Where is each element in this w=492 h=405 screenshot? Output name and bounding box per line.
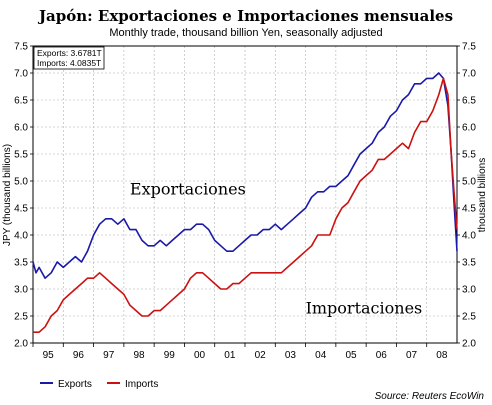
value-box-exports: Exports: 3.6781T	[37, 48, 102, 58]
value-box-frame	[33, 46, 105, 70]
y-tick-label-left: 7.0	[14, 69, 28, 80]
series-line-imports	[33, 77, 458, 333]
legend-label-exports: Exports	[58, 379, 92, 390]
x-tick-label: 00	[194, 350, 206, 361]
grid	[33, 45, 457, 344]
x-tick-label: 02	[255, 350, 267, 361]
chart-title: Japón: Exportaciones e Importaciones men…	[37, 7, 453, 25]
x-tick-label: 95	[43, 350, 55, 361]
annotations: Exportaciones Importaciones	[130, 180, 422, 318]
y-tick-label-left: 5.5	[14, 150, 28, 161]
x-tick-label: 08	[436, 350, 448, 361]
x-tick-label: 96	[73, 350, 85, 361]
y-tick-label-right: 3.5	[462, 258, 476, 269]
annotation-exportaciones: Exportaciones	[130, 180, 246, 199]
y-tick-label-right: 7.0	[462, 69, 476, 80]
y-tick-label-left: 2.0	[14, 339, 28, 350]
x-tick-label: 03	[285, 350, 297, 361]
series-line-exports	[32, 72, 458, 279]
x-tick-label: 98	[133, 350, 145, 361]
y-tick-label-left: 6.0	[14, 123, 28, 134]
y-tick-label-left: 4.5	[14, 204, 28, 215]
value-box-imports: Imports: 4.0835T	[37, 58, 101, 68]
y-tick-label-left: 5.0	[14, 177, 28, 188]
y-axis-right: 2.0 2.5 3.0 3.5 4.0 4.5 5.0 5.5 6.0 6.5 7.0 7.5	[457, 42, 476, 350]
y-tick-label-left: 3.0	[14, 285, 28, 296]
y-axis-left-title: JPY (thousand billions)	[2, 144, 13, 246]
y-tick-label-left: 4.0	[14, 231, 28, 242]
x-axis: 95 96 97 98 99 00 01 02 03 04 05 06 07 08	[32, 343, 448, 361]
y-tick-label-right: 4.5	[462, 204, 476, 215]
y-tick-label-right: 2.5	[462, 312, 476, 323]
chart-subtitle: Monthly trade, thousand billion Yen, sea…	[109, 27, 382, 39]
x-tick-label: 06	[376, 350, 388, 361]
y-tick-label-right: 6.0	[462, 123, 476, 134]
y-tick-label-right: 5.0	[462, 177, 476, 188]
x-tick-label: 99	[164, 350, 176, 361]
value-box: Exports: 3.6781T Imports: 4.0835T	[33, 46, 105, 70]
y-axis-right-title: thousand billions	[477, 158, 488, 233]
legend: Exports Imports	[40, 379, 158, 390]
y-tick-label-right: 2.0	[462, 339, 476, 350]
series-lines	[32, 72, 458, 333]
y-tick-label-right: 7.5	[462, 42, 476, 53]
y-tick-label-right: 3.0	[462, 285, 476, 296]
y-tick-label-right: 6.5	[462, 96, 476, 107]
legend-label-imports: Imports	[125, 379, 158, 390]
source-note: Source: Reuters EcoWin	[375, 391, 485, 402]
annotation-importaciones: Importaciones	[306, 298, 423, 317]
x-tick-label: 97	[103, 350, 115, 361]
y-tick-label-right: 4.0	[462, 231, 476, 242]
x-tick-label: 07	[406, 350, 418, 361]
y-tick-label-left: 7.5	[14, 42, 28, 53]
y-tick-label-right: 5.5	[462, 150, 476, 161]
y-tick-label-left: 2.5	[14, 312, 28, 323]
x-tick-label: 04	[315, 350, 327, 361]
y-tick-label-left: 3.5	[14, 258, 28, 269]
x-tick-label: 01	[224, 350, 236, 361]
y-axis-left: 2.0 2.5 3.0 3.5 4.0 4.5 5.0 5.5 6.0 6.5 7.0 7.5	[14, 42, 33, 350]
x-tick-label: 05	[345, 350, 357, 361]
y-tick-label-left: 6.5	[14, 96, 28, 107]
